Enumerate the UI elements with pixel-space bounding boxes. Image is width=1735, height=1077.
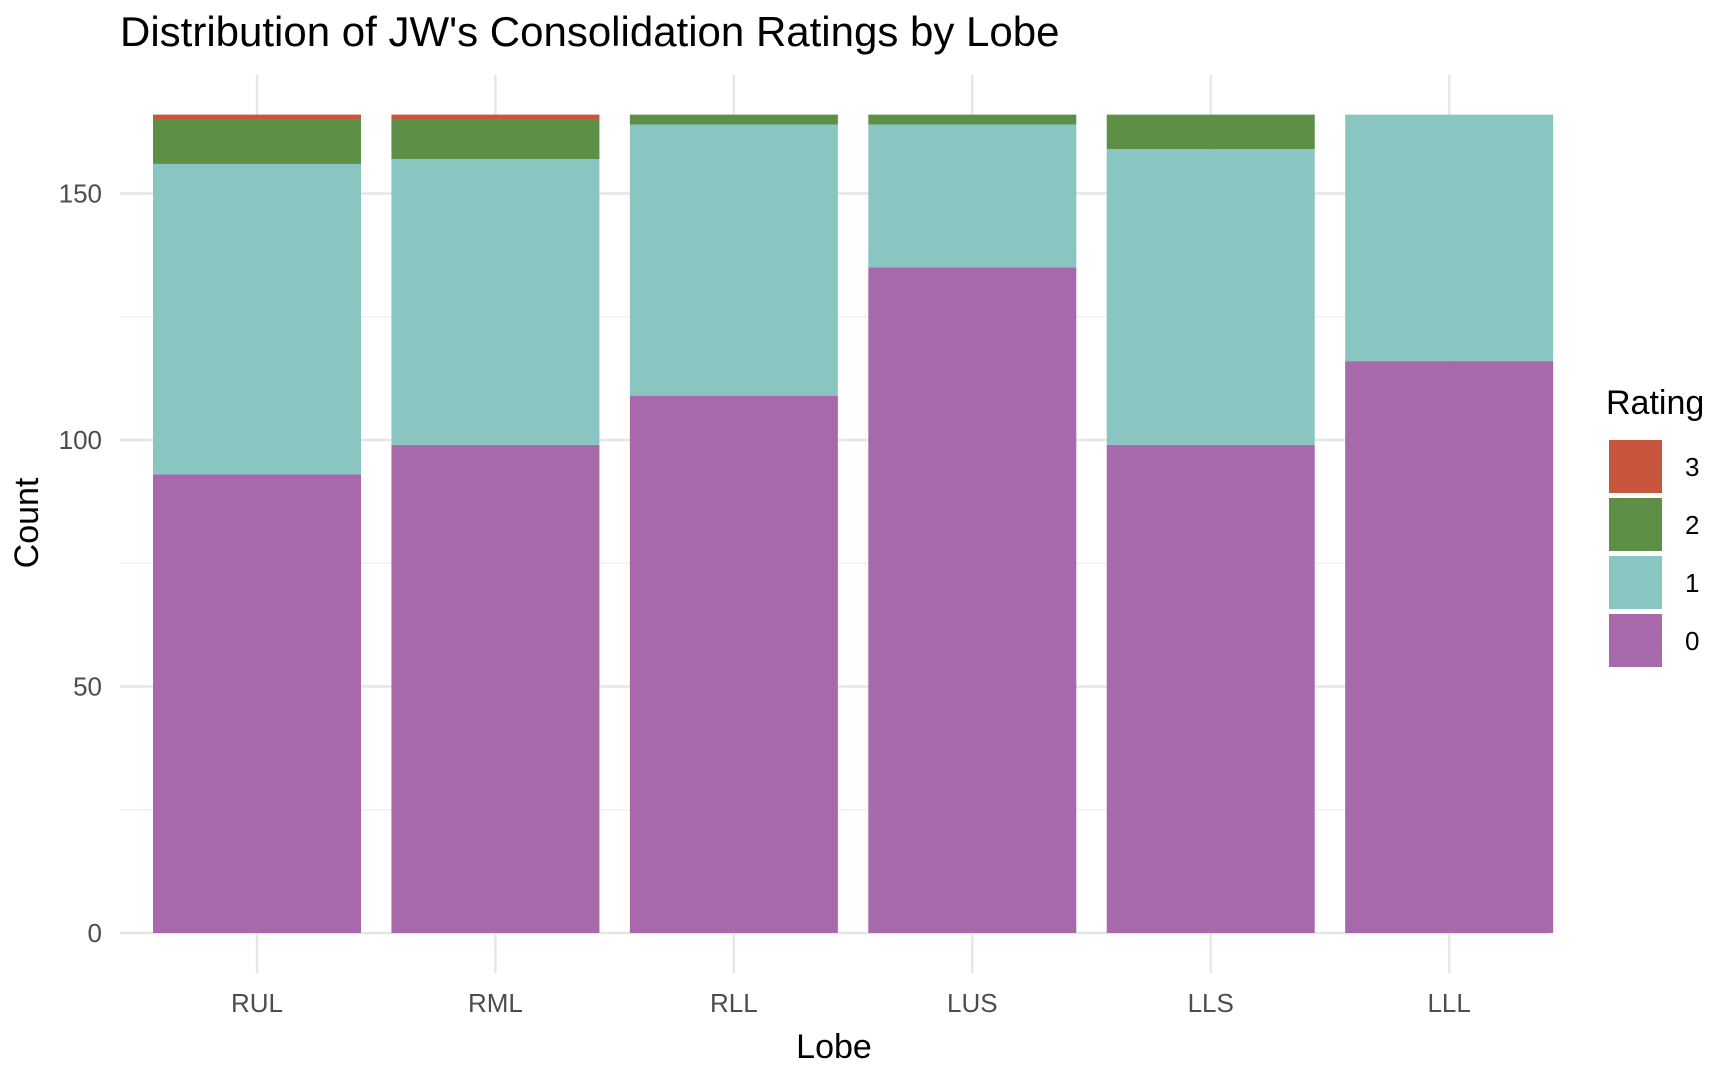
- bar-RML-rating-2: [391, 119, 600, 159]
- bar-RUL-rating-2: [153, 119, 361, 164]
- bars-layer: [153, 114, 1554, 933]
- x-axis-title: Lobe: [796, 1028, 872, 1066]
- bar-LLL-rating-0: [1345, 361, 1554, 933]
- legend-key-2: [1609, 498, 1662, 551]
- x-tick-label: LUS: [947, 988, 998, 1018]
- bar-RLL-rating-1: [629, 124, 838, 396]
- legend-key-3: [1609, 440, 1662, 493]
- legend-label-2: 2: [1685, 510, 1699, 540]
- bar-RUL-rating-0: [153, 474, 361, 933]
- bar-RLL-rating-0: [629, 395, 838, 933]
- bar-LUS-rating-2: [868, 114, 1077, 125]
- legend-key-0: [1609, 614, 1662, 667]
- bar-LLS-rating-1: [1106, 149, 1315, 445]
- x-tick-label: LLS: [1188, 988, 1234, 1018]
- chart-title: Distribution of JW's Consolidation Ratin…: [120, 8, 1060, 55]
- y-axis-title: Count: [8, 477, 46, 568]
- legend-label-1: 1: [1685, 568, 1699, 598]
- y-tick-label: 50: [73, 672, 102, 702]
- bar-RUL-rating-1: [153, 163, 361, 475]
- bar-LLL-rating-1: [1345, 114, 1554, 362]
- y-axis-ticks: 0 50 100 150: [59, 179, 102, 949]
- y-tick-label: 100: [59, 425, 102, 455]
- x-tick-label: RLL: [710, 988, 758, 1018]
- bar-LUS-rating-0: [868, 267, 1077, 933]
- bar-LLS-rating-2: [1106, 114, 1315, 150]
- x-tick-label: RUL: [231, 988, 283, 1018]
- y-tick-label: 0: [88, 918, 102, 948]
- x-axis-ticks: RUL RML RLL LUS LLS LLL: [231, 988, 1471, 1018]
- bar-RML-rating-3: [391, 114, 600, 120]
- x-tick-label: RML: [468, 988, 523, 1018]
- bar-RLL-rating-2: [629, 114, 838, 125]
- y-tick-label: 150: [59, 179, 102, 209]
- legend-key-1: [1609, 556, 1662, 609]
- legend-title: Rating: [1606, 384, 1704, 422]
- legend-label-0: 0: [1685, 626, 1699, 656]
- bar-RML-rating-0: [391, 444, 600, 933]
- bar-LUS-rating-1: [868, 124, 1077, 268]
- bar-RML-rating-1: [391, 158, 600, 445]
- bar-LLS-rating-0: [1106, 444, 1315, 933]
- legend: Rating 3 2 1 0: [1606, 384, 1704, 667]
- legend-label-3: 3: [1685, 452, 1699, 482]
- x-tick-label: LLL: [1427, 988, 1470, 1018]
- bar-RUL-rating-3: [153, 114, 361, 120]
